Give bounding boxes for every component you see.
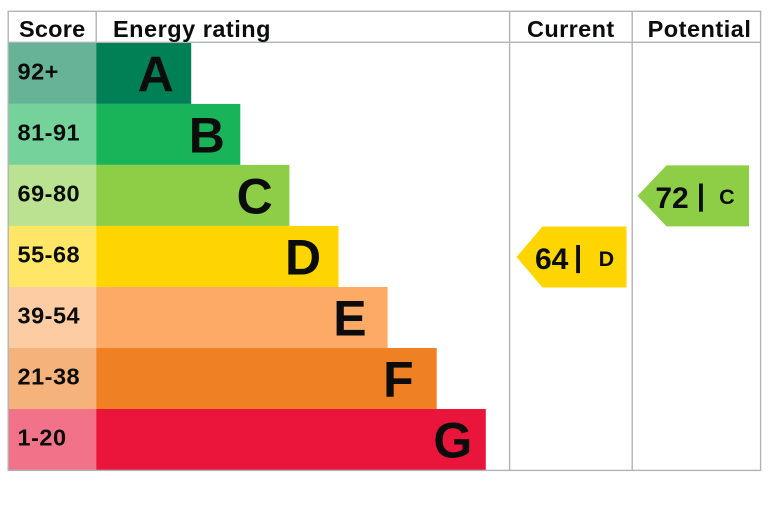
svg-text:A: A xyxy=(138,47,174,103)
svg-text:|: | xyxy=(697,179,705,212)
svg-text:F: F xyxy=(383,352,414,408)
svg-text:21-38: 21-38 xyxy=(18,364,81,390)
svg-text:81-91: 81-91 xyxy=(18,120,81,146)
svg-text:D: D xyxy=(599,247,615,271)
svg-text:D: D xyxy=(285,230,321,286)
svg-text:E: E xyxy=(333,291,366,347)
svg-text:Energy rating: Energy rating xyxy=(113,16,271,42)
svg-text:69-80: 69-80 xyxy=(18,181,81,207)
svg-text:39-54: 39-54 xyxy=(18,303,81,329)
svg-text:1-20: 1-20 xyxy=(18,425,67,451)
svg-text:64: 64 xyxy=(535,243,569,276)
svg-text:92+: 92+ xyxy=(18,59,59,85)
svg-text:B: B xyxy=(189,108,225,164)
svg-text:72: 72 xyxy=(655,182,688,215)
svg-text:C: C xyxy=(719,185,735,209)
svg-text:G: G xyxy=(433,413,472,469)
svg-text:|: | xyxy=(574,240,582,273)
svg-text:Current: Current xyxy=(527,16,615,42)
svg-text:Potential: Potential xyxy=(648,16,752,42)
svg-text:C: C xyxy=(237,169,273,225)
svg-text:Score: Score xyxy=(19,16,85,42)
svg-text:55-68: 55-68 xyxy=(18,242,81,268)
